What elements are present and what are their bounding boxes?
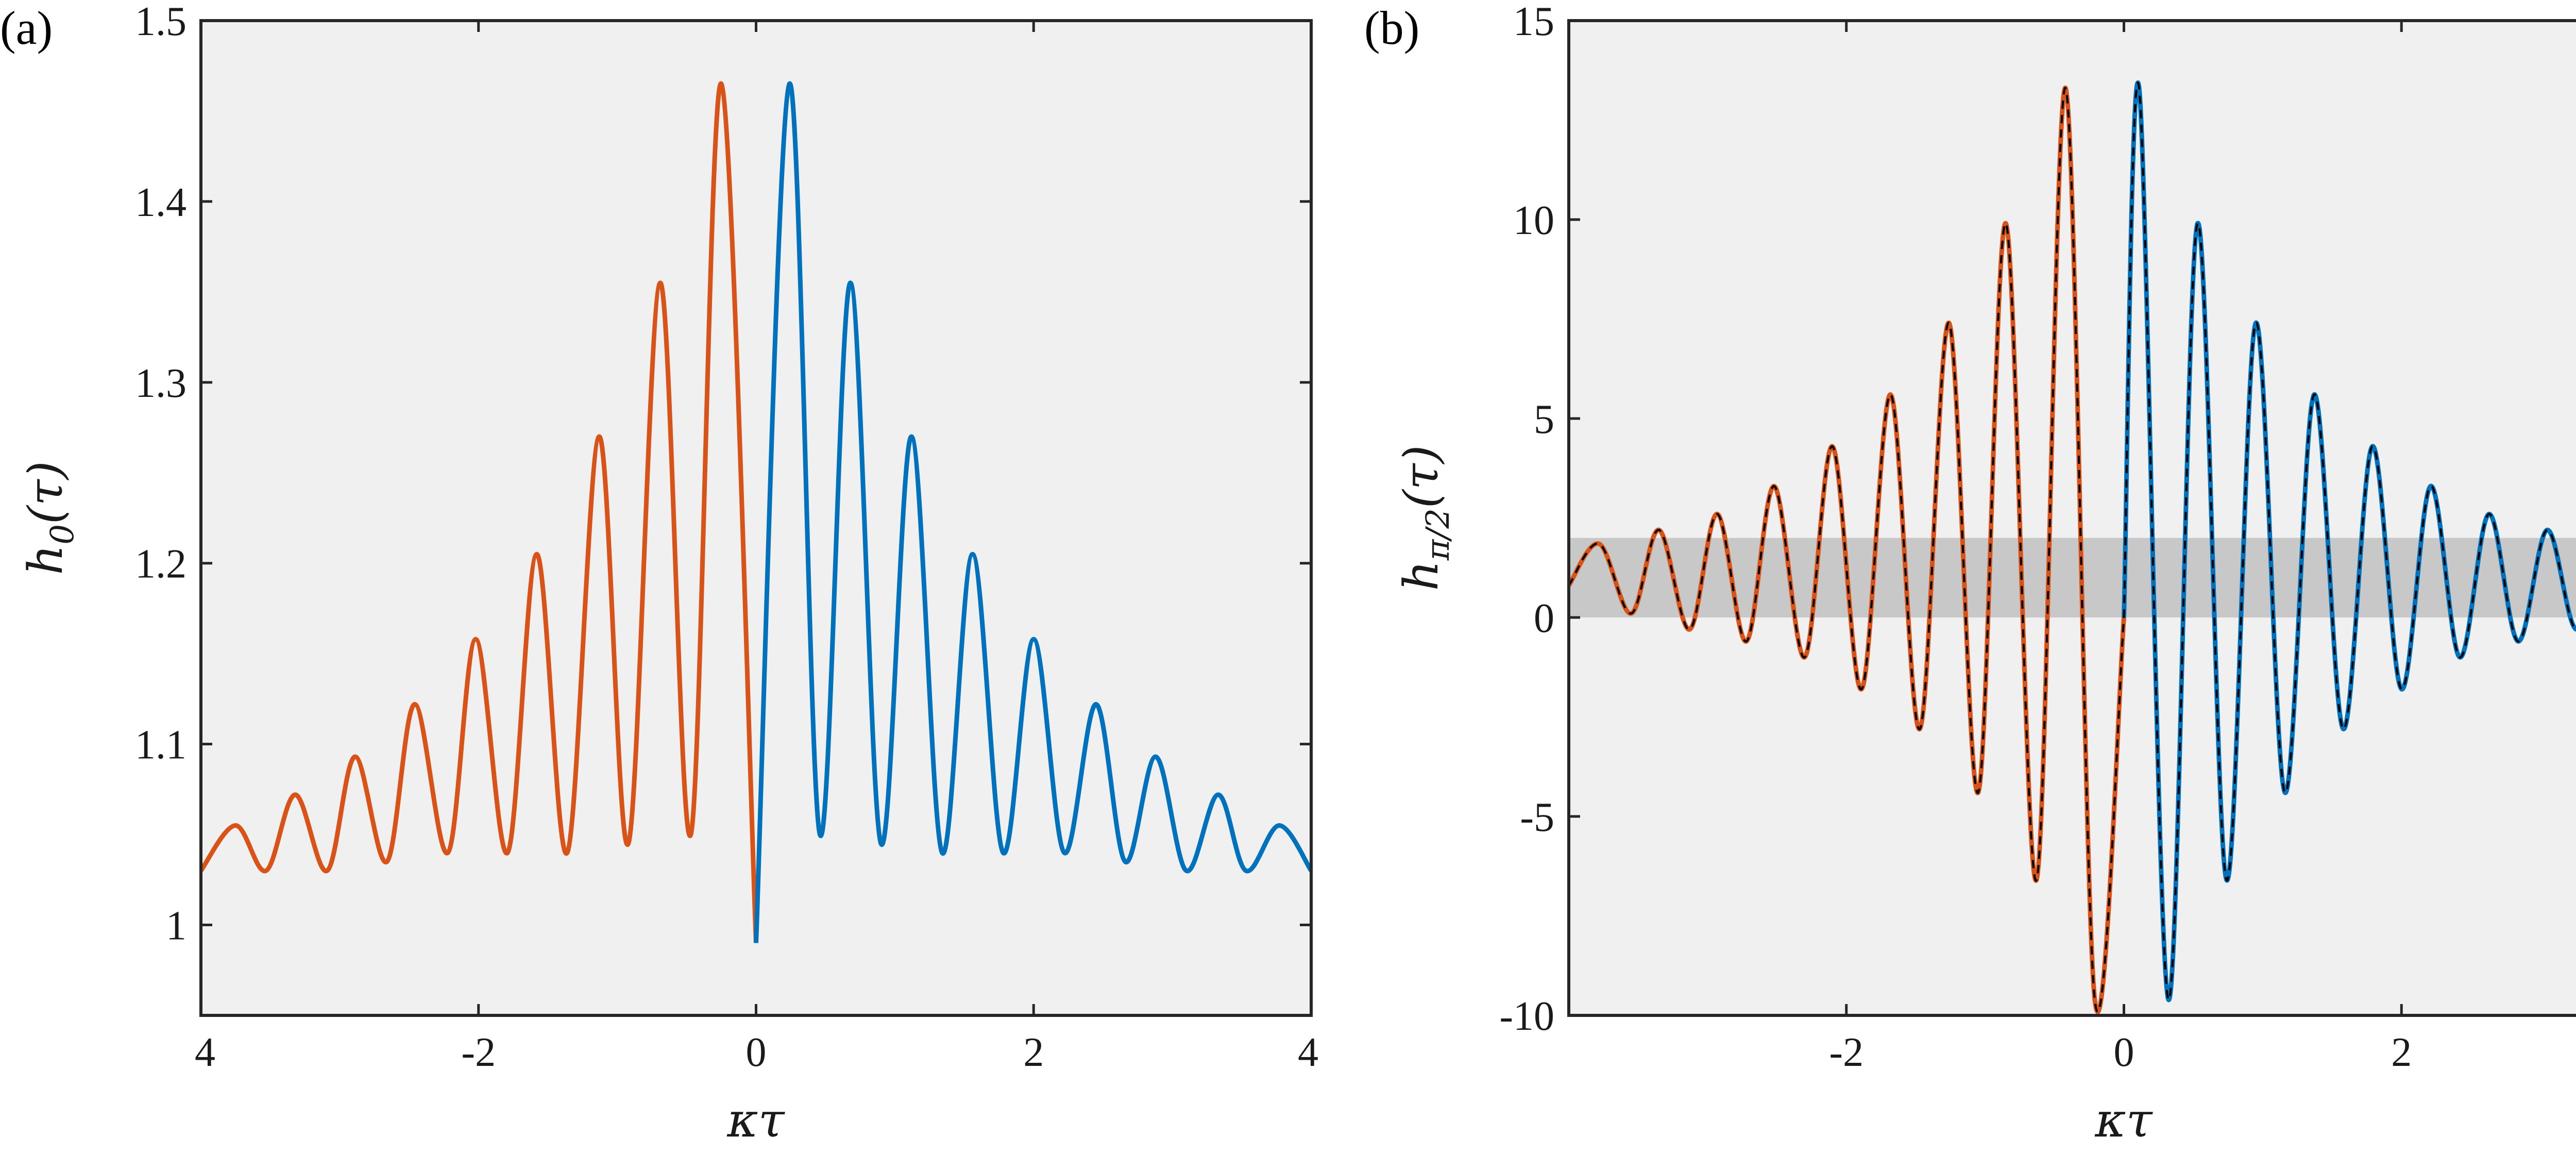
panel-b-x-axis-label: κτ — [2094, 1093, 2153, 1148]
panel-b-y-axis-label: hπ/2(τ) — [1394, 445, 1456, 591]
x-tick-label: -2 — [461, 1030, 496, 1075]
y-tick-label: 1.2 — [135, 542, 187, 587]
y-tick-label: -10 — [1499, 994, 1554, 1039]
x-tick-label: 0 — [2114, 1030, 2134, 1075]
x-tick-label: -2 — [1829, 1030, 1863, 1075]
y-tick-label: 1.1 — [135, 723, 187, 768]
x-tick-label: 4 — [1298, 1030, 1318, 1075]
panel-a-y-ticks: 1 1.1 1.2 1.3 1.4 1.5 — [135, 0, 1311, 949]
y-tick-label: 1.3 — [135, 361, 187, 406]
y-tick-label: 0 — [1534, 596, 1554, 641]
panel-a-y-axis-label: h0(τ) — [18, 461, 81, 575]
panel-a-ylabel-main: h — [18, 544, 73, 575]
y-tick-label: 1 — [166, 904, 187, 949]
panel-b-label: (b) — [1364, 2, 1419, 54]
panel-b-reference-dashed-1 — [2123, 81, 2576, 1001]
x-tick-label: 4 — [195, 1030, 215, 1075]
panel-a-x-axis-label: κτ — [726, 1093, 785, 1148]
panel-a: (a) 4 -2 0 2 4 11.11.21.31.41.5 κτ h0(τ) — [0, 0, 1318, 1148]
y-tick-label: 5 — [1534, 397, 1554, 442]
panel-a-ylabel-sub: 0 — [43, 524, 81, 544]
panel-b-shaded-band — [1569, 538, 2576, 617]
panel-a-ylabel-arg: (τ) — [18, 461, 73, 524]
x-tick-label: 0 — [746, 1030, 767, 1075]
y-tick-label: 15 — [1513, 0, 1554, 44]
panel-a-series — [199, 81, 1313, 943]
panel-a-x-ticks: 4 -2 0 2 4 — [195, 21, 1318, 1075]
panel-a-series-negative — [199, 81, 758, 943]
x-tick-label: 2 — [2391, 1030, 2412, 1075]
y-tick-label: -5 — [1520, 795, 1554, 840]
panel-a-label: (a) — [0, 2, 53, 54]
x-tick-label: 2 — [1023, 1030, 1044, 1075]
y-tick-label: 10 — [1513, 198, 1554, 243]
panel-b-ylabel-sub: π/2 — [1419, 508, 1456, 561]
panel-b-reference-dashed-0 — [1568, 87, 2125, 1013]
panel-b-series — [1567, 80, 2576, 1014]
y-tick-label: 1.5 — [135, 0, 187, 44]
y-tick-label: 1.4 — [135, 180, 187, 225]
panel-b-ylabel-main: h — [1394, 560, 1449, 591]
panel-b-ylabel-arg: (τ) — [1394, 445, 1449, 508]
panel-a-series-positive — [754, 81, 1313, 943]
panel-a-plot-area — [201, 21, 1311, 1015]
panel-b-y-ticks: -10 -5 0 5 10 15 — [1499, 0, 1580, 1039]
